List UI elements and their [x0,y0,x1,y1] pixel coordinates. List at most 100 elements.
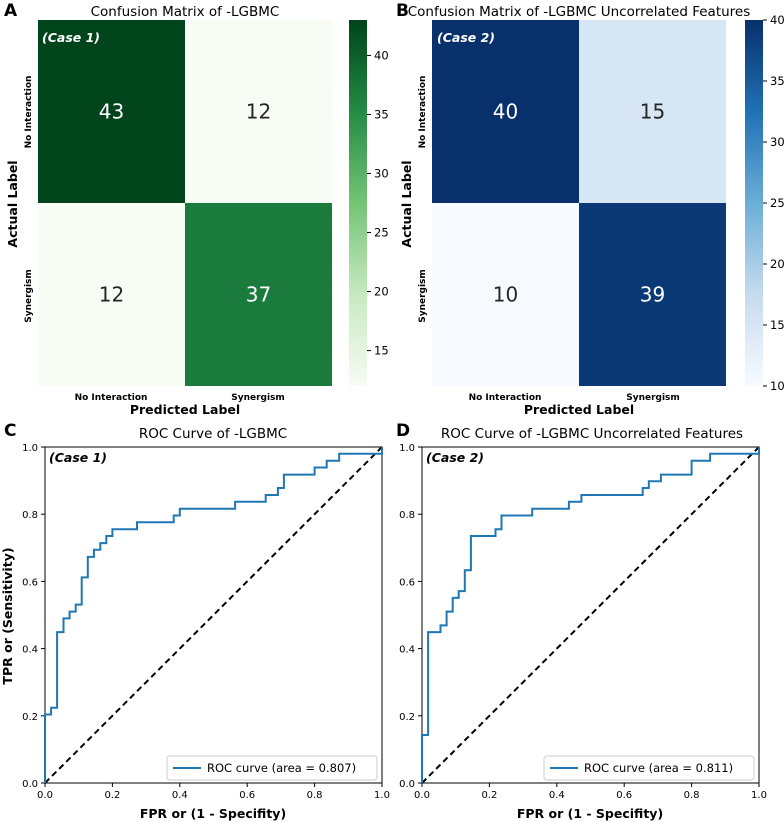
heatmap-cell-a-1-0 [38,203,185,386]
heatmap-cell-b-0-0 [432,20,579,203]
xtick-c-1: 0.2 [104,790,120,801]
cell-value-b-0-0: 40 [493,100,518,124]
xtick-d-1: 0.2 [481,790,497,801]
xtick-d-4: 0.8 [684,790,700,801]
plot-frame-c [44,446,383,784]
ytick-c-5: 1.0 [22,443,38,454]
chance-line-d [421,446,760,784]
ytick-c-3: 0.6 [22,577,38,588]
cell-value-a-0-1: 12 [246,100,271,124]
ytick-a-0: No Interaction [24,76,34,149]
xtick-b-1: Synergism [626,393,680,403]
xtick-c-5: 1.0 [374,790,390,801]
ytick-c-0: 0.0 [22,779,38,790]
colorbar-tick-b-20: 20 [770,257,784,271]
heatmap-cell-b-1-0 [432,203,579,386]
legend-box-d [543,755,755,781]
colorbar-tick-a-40: 40 [374,48,389,62]
xtick-d-5: 1.0 [751,790,767,801]
heatmap-b: 40 15 10 39 [432,20,726,386]
cell-value-a-1-0: 12 [99,283,124,307]
xtick-c-0: 0.0 [37,790,53,801]
cell-value-b-0-1: 15 [640,100,665,124]
ytick-c-4: 0.8 [22,510,38,521]
panel-letter-c: C [4,421,16,441]
ytick-c-2: 0.4 [22,645,38,656]
ytick-c-1: 0.2 [22,712,38,723]
colorbar-tick-a-20: 20 [374,285,389,299]
colorbar-gradient-b [745,20,763,386]
cell-value-b-1-1: 39 [640,283,665,307]
case-label-d: (Case 2) [426,450,484,465]
xtick-b-0: No Interaction [469,393,542,403]
chance-line-c [44,446,383,784]
xtick-d-3: 0.6 [616,790,632,801]
legend-d: ROC curve (area = 0.811) [543,755,755,781]
panel-letter-d: D [396,421,410,441]
xtick-d-0: 0.0 [414,790,430,801]
roc-curve-c-0 [44,447,383,783]
colorbar-tick-b-25: 25 [770,196,784,210]
title-d: ROC Curve of -LGBMC Uncorrelated Feature… [441,426,743,442]
ytick-d-0: 0.0 [399,779,415,790]
cell-value-a-0-0: 43 [99,100,124,124]
colorbar-gradient-a [349,20,367,386]
colorbar-b: 10 15 20 25 30 35 40 [745,13,784,393]
case-label-a: (Case 1) [42,30,100,45]
xtick-a-0: No Interaction [75,393,148,403]
panel-d: D ROC Curve of -LGBMC Uncorrelated Featu… [396,421,767,821]
case-label-b: (Case 2) [437,30,495,45]
heatmap-cell-b-0-1 [579,20,726,203]
heatmap-cell-a-1-1 [185,203,332,386]
legend-c: ROC curve (area = 0.807) [166,755,378,781]
ylabel-b: Actual Label [399,160,414,247]
colorbar-tick-a-30: 30 [374,166,389,180]
ytick-d-3: 0.6 [399,577,415,588]
cell-value-a-1-1: 37 [246,283,271,307]
colorbar-tick-b-30: 30 [770,135,784,149]
cell-value-b-1-0: 10 [493,283,518,307]
panel-a: A Confusion Matrix of -LGBMC 43 12 12 37 (C… [4,1,389,417]
title-c: ROC Curve of -LGBMC [139,426,287,442]
xtick-c-3: 0.6 [239,790,255,801]
xtick-c-2: 0.4 [172,790,188,801]
colorbar-tick-a-25: 25 [374,226,389,240]
ytick-d-1: 0.2 [399,712,415,723]
panel-c: C ROC Curve of -LGBMC FPR or (1 - Specif… [0,421,390,821]
ytick-a-1: Synergism [24,269,34,323]
colorbar-a: 15 20 25 30 35 40 [349,20,389,386]
panel-letter-a: A [4,1,18,21]
plot-frame-d [421,446,760,784]
colorbar-tick-b-10: 10 [770,379,784,393]
title-a: Confusion Matrix of -LGBMC [91,4,280,20]
roc-plot-c: 0.0 0.2 0.4 0.6 0.8 1.0 0.0 0.2 0.4 0.6 0.8 1.0 [22,443,390,801]
xlabel-c: FPR or (1 - Specifity) [140,806,286,821]
roc-plot-d: 0.0 0.2 0.4 0.6 0.8 1.0 0.0 0.2 0.4 0.6 0.8 1.0 [399,443,767,801]
title-b: Confusion Matrix of -LGBMC Uncorrelated … [408,4,751,20]
ylabel-a: Actual Label [5,160,20,247]
panel-b: B Confusion Matrix of -LGBMC Uncorrelate… [396,1,784,417]
xtick-c-4: 0.8 [307,790,323,801]
xtick-d-2: 0.4 [549,790,565,801]
ytick-d-5: 1.0 [399,443,415,454]
colorbar-tick-b-15: 15 [770,318,784,332]
colorbar-tick-b-40: 40 [770,13,784,27]
roc-curve-d-0 [421,447,760,783]
legend-label-c: ROC curve (area = 0.807) [207,761,356,775]
colorbar-tick-a-35: 35 [374,107,389,121]
ytick-d-4: 0.8 [399,510,415,521]
ytick-d-2: 0.4 [399,645,415,656]
xlabel-a: Predicted Label [130,402,240,417]
ylabel-c: TPR or (Sensitivity) [0,547,15,684]
legend-box-c [166,755,378,781]
heatmap-cell-a-0-0 [38,20,185,203]
panel-letter-b: B [396,1,409,21]
colorbar-tick-a-15: 15 [374,344,389,358]
heatmap-cell-a-0-1 [185,20,332,203]
heatmap-cell-b-1-1 [579,203,726,386]
xlabel-b: Predicted Label [524,402,634,417]
xtick-a-1: Synergism [231,393,285,403]
ytick-b-0: No Interaction [418,76,428,149]
xlabel-d: FPR or (1 - Specifity) [517,806,663,821]
colorbar-tick-b-35: 35 [770,74,784,88]
